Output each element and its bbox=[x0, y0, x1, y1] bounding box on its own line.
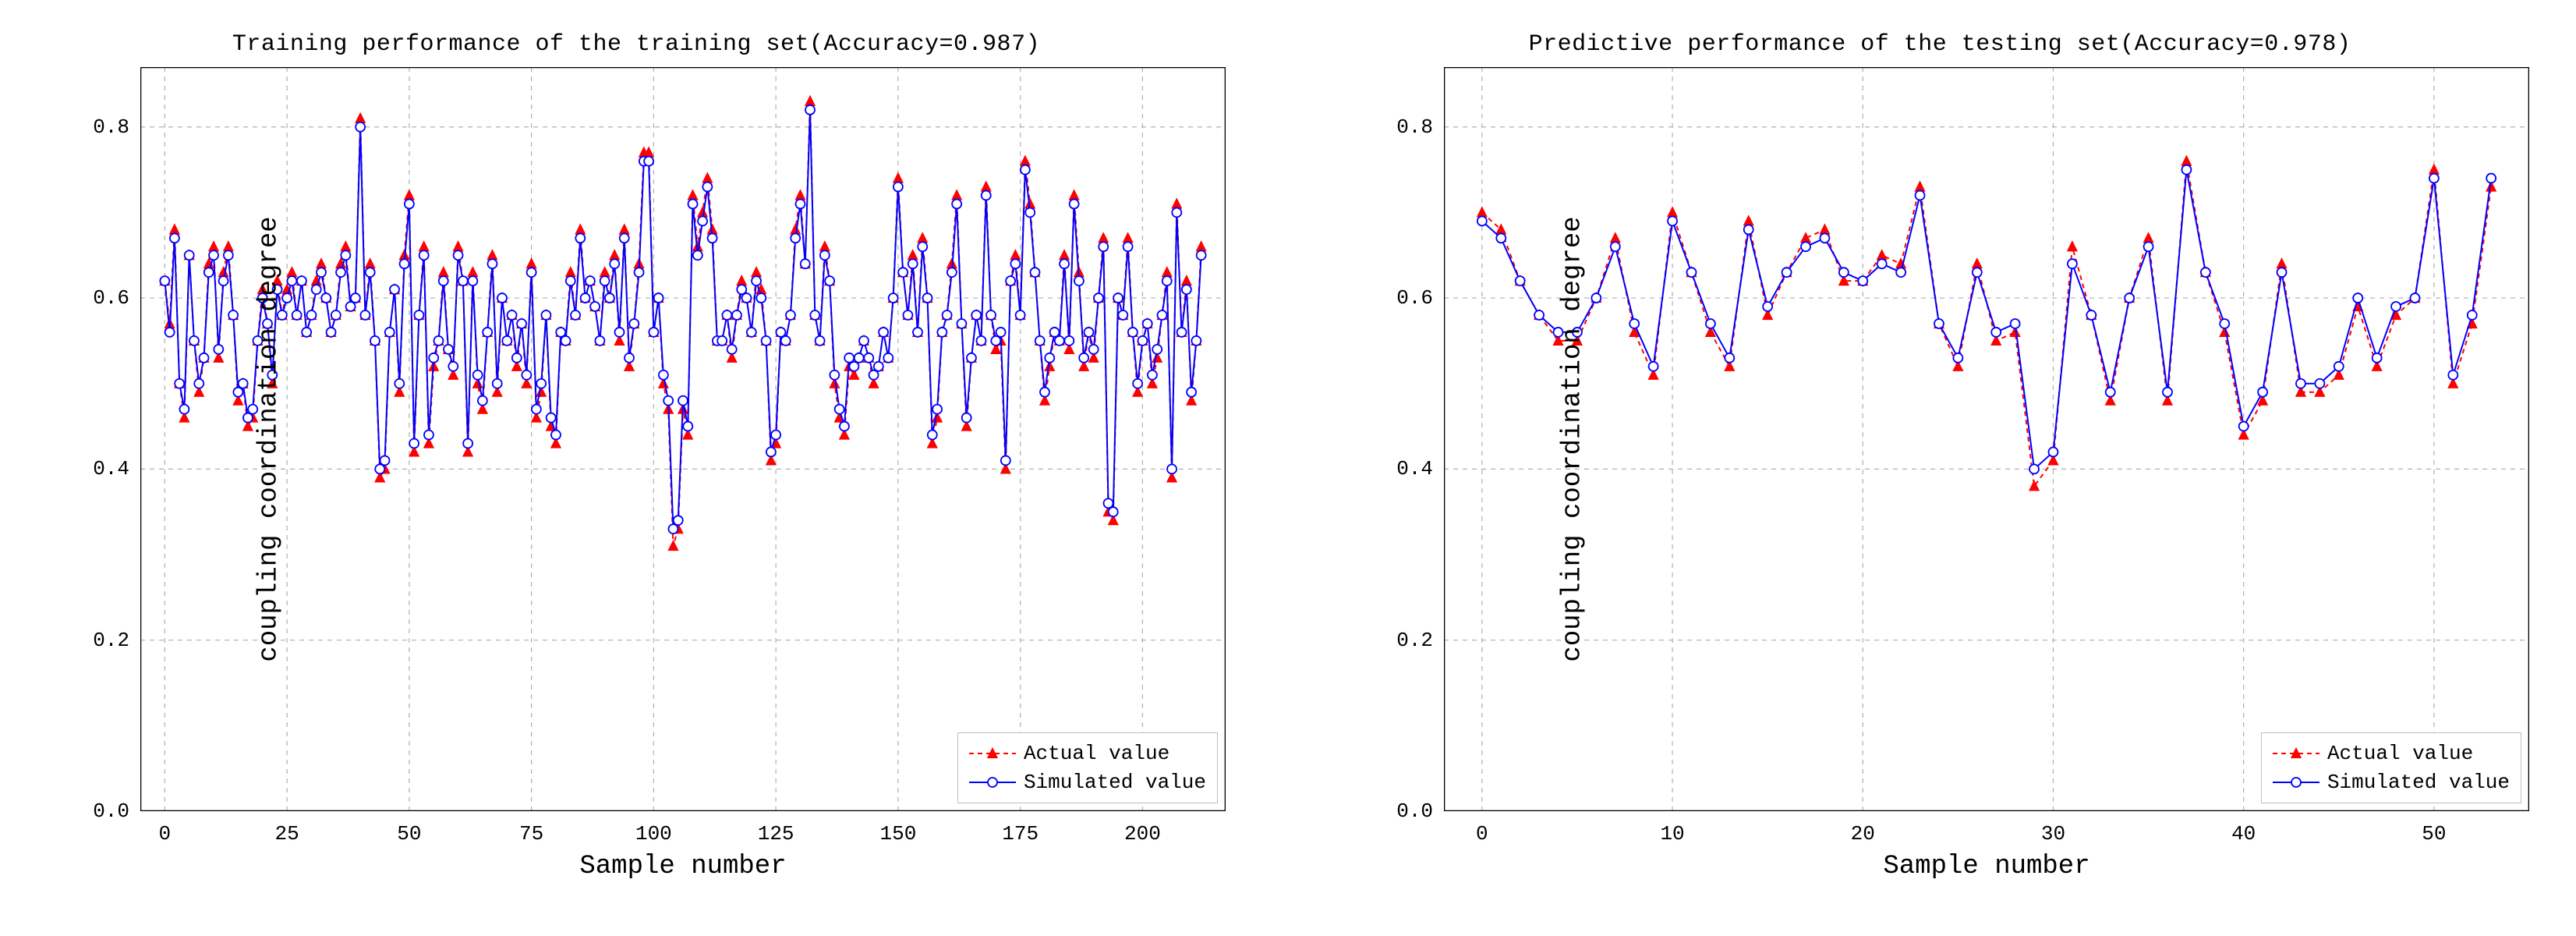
plot-train: coupling coordination degree Sample numb… bbox=[140, 67, 1226, 811]
legend-label-simulated: Simulated value bbox=[2327, 768, 2510, 796]
xtick-label: 100 bbox=[635, 822, 672, 846]
legend-swatch-simulated bbox=[969, 775, 1016, 790]
ytick-label: 0.2 bbox=[93, 629, 129, 652]
legend-item-actual: Actual value bbox=[969, 739, 1206, 768]
panel-train-title: Training performance of the training set… bbox=[31, 31, 1241, 58]
legend-label-actual: Actual value bbox=[1024, 739, 1169, 768]
ytick-label: 0.0 bbox=[1396, 800, 1433, 823]
ytick-label: 0.0 bbox=[93, 800, 129, 823]
figure-root: Training performance of the training set… bbox=[0, 0, 2576, 936]
xtick-label: 200 bbox=[1124, 822, 1161, 846]
simulated-line bbox=[165, 110, 1201, 529]
panel-test-ylabel: coupling coordination degree bbox=[1559, 216, 1588, 661]
xtick-label: 75 bbox=[519, 822, 543, 846]
legend: Actual valueSimulated value bbox=[957, 732, 1218, 803]
xtick-label: 150 bbox=[879, 822, 916, 846]
xtick-label: 0 bbox=[159, 822, 172, 846]
legend-label-simulated: Simulated value bbox=[1024, 768, 1206, 796]
xtick-label: 0 bbox=[1476, 822, 1488, 846]
actual-line bbox=[165, 101, 1201, 546]
legend-item-simulated: Simulated value bbox=[969, 768, 1206, 796]
panel-test: Predictive performance of the testing se… bbox=[1335, 31, 2545, 905]
ytick-label: 0.8 bbox=[93, 115, 129, 139]
axes-svg bbox=[140, 67, 1226, 811]
axes-svg bbox=[1444, 67, 2529, 811]
panel-train: Training performance of the training set… bbox=[31, 31, 1241, 905]
ytick-label: 0.4 bbox=[93, 457, 129, 480]
panel-train-ylabel: coupling coordination degree bbox=[255, 216, 285, 661]
ytick-label: 0.4 bbox=[1396, 457, 1433, 480]
ytick-label: 0.6 bbox=[93, 286, 129, 310]
legend-swatch-actual bbox=[2273, 746, 2319, 761]
legend-swatch-simulated bbox=[2273, 775, 2319, 790]
ytick-label: 0.8 bbox=[1396, 115, 1433, 139]
panel-train-xlabel: Sample number bbox=[140, 852, 1226, 881]
ytick-label: 0.6 bbox=[1396, 286, 1433, 310]
xtick-label: 50 bbox=[397, 822, 421, 846]
panel-test-title: Predictive performance of the testing se… bbox=[1335, 31, 2545, 58]
xtick-label: 125 bbox=[758, 822, 794, 846]
plot-test: coupling coordination degree Sample numb… bbox=[1444, 67, 2529, 811]
legend-item-simulated: Simulated value bbox=[2273, 768, 2510, 796]
legend-item-actual: Actual value bbox=[2273, 739, 2510, 768]
xtick-label: 175 bbox=[1002, 822, 1039, 846]
xtick-label: 50 bbox=[2422, 822, 2446, 846]
xtick-label: 10 bbox=[1660, 822, 1684, 846]
ytick-label: 0.2 bbox=[1396, 629, 1433, 652]
xtick-label: 40 bbox=[2231, 822, 2256, 846]
panel-test-xlabel: Sample number bbox=[1444, 852, 2529, 881]
xtick-label: 30 bbox=[2041, 822, 2065, 846]
legend-label-actual: Actual value bbox=[2327, 739, 2473, 768]
legend: Actual valueSimulated value bbox=[2261, 732, 2521, 803]
xtick-label: 25 bbox=[274, 822, 299, 846]
legend-swatch-actual bbox=[969, 746, 1016, 761]
xtick-label: 20 bbox=[1851, 822, 1875, 846]
